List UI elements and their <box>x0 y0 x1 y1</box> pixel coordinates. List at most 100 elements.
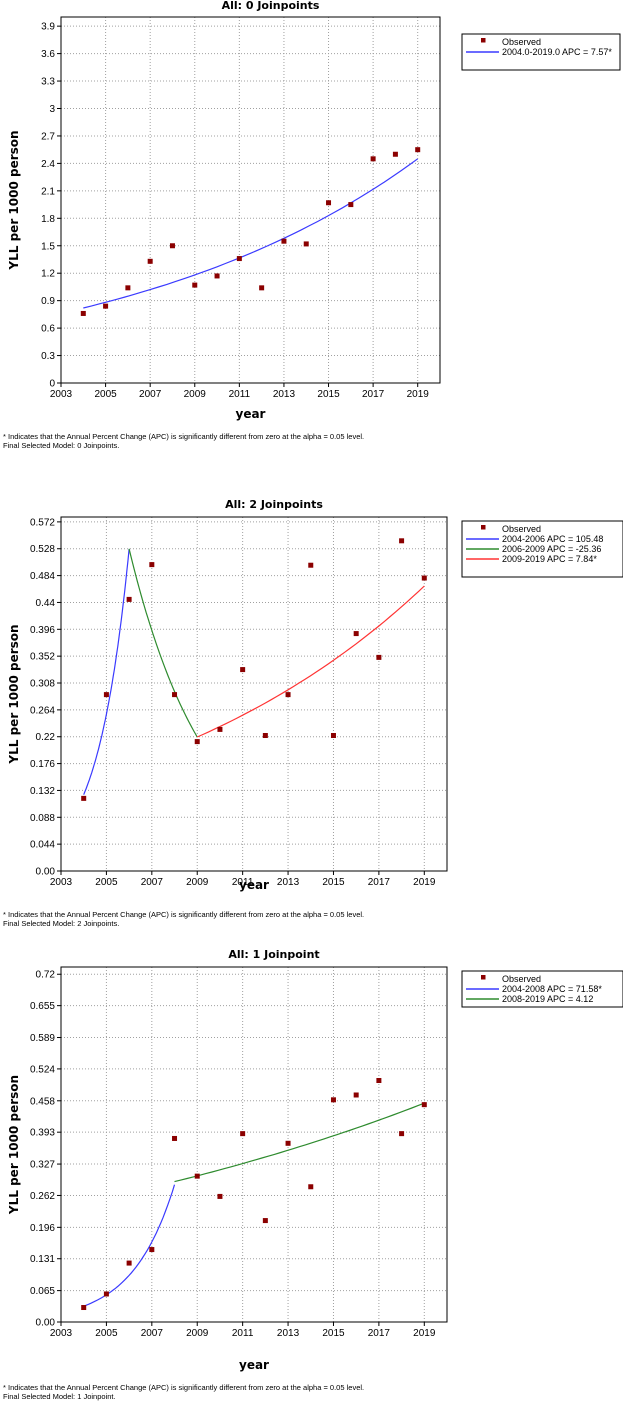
x-tick-label: 2005 <box>95 877 118 888</box>
observed-point <box>103 1291 109 1297</box>
observed-point <box>330 1097 336 1103</box>
legend-observed-label: Observed <box>502 37 541 47</box>
observed-point <box>126 1260 132 1266</box>
observed-point <box>149 1247 155 1253</box>
chart-panel-2-joinpoints: All: 2 Joinpoints 0.00 0.044 0.088 0.132 0.17… <box>0 496 623 956</box>
observed-point <box>217 1193 223 1199</box>
observed-point <box>80 310 86 316</box>
x-tick-label: 2011 <box>229 389 251 400</box>
observed-point <box>103 303 109 309</box>
observed-point <box>376 1078 382 1084</box>
y-tick-label: 0.065 <box>30 1286 55 1297</box>
observed-point <box>192 282 198 288</box>
observed-point <box>262 733 268 739</box>
y-tick-label: 0.00 <box>36 867 56 878</box>
observed-point <box>376 654 382 660</box>
y-axis-label: YLL per 1000 person <box>7 624 21 764</box>
y-tick-label: 1.8 <box>41 214 55 225</box>
y-tick-label: 0.393 <box>30 1128 55 1139</box>
x-tick-label: 2015 <box>317 389 340 400</box>
y-tick-label: 0.44 <box>36 598 56 609</box>
y-tick-label: 3 <box>49 104 55 115</box>
footnote-block: * Indicates that the Annual Percent Chan… <box>3 910 365 928</box>
plot-frame <box>60 966 448 1323</box>
fitted-segment-line <box>128 548 198 738</box>
y-axis-label: YLL per 1000 person <box>7 1075 21 1215</box>
observed-point <box>194 1173 200 1179</box>
fitted-segment-line <box>196 585 425 738</box>
x-tick-label: 2015 <box>322 877 345 888</box>
observed-point <box>240 667 246 673</box>
y-tick-label: 2.1 <box>41 186 55 197</box>
observed-point <box>169 243 175 249</box>
footnote-significance: * Indicates that the Annual Percent Chan… <box>3 910 365 919</box>
footnote-significance: * Indicates that the Annual Percent Chan… <box>3 432 365 441</box>
y-tick-label: 0.458 <box>30 1096 55 1107</box>
observed-point <box>308 1184 314 1190</box>
fitted-segment-line <box>83 548 130 795</box>
y-tick-label: 3.6 <box>41 49 55 60</box>
y-tick-label: 0.264 <box>30 705 55 716</box>
legend-segment-label: 2008-2019 APC = 4.12 <box>502 994 593 1004</box>
y-tick-label: 3.3 <box>41 77 55 88</box>
y-tick-label: 0.044 <box>30 840 55 851</box>
legend-segment-label: 2004.0-2019.0 APC = 7.57* <box>502 47 612 57</box>
observed-point <box>259 285 265 291</box>
x-tick-label: 2019 <box>413 1328 436 1339</box>
observed-point <box>415 147 421 153</box>
legend-observed-label: Observed <box>502 974 541 984</box>
y-tick-label: 0 <box>49 379 55 390</box>
observed-point <box>147 258 153 264</box>
y-tick-label: 1.5 <box>41 241 55 252</box>
observed-point <box>285 692 291 698</box>
x-tick-label: 2003 <box>50 389 73 400</box>
observed-point <box>285 1140 291 1146</box>
legend-observed-label: Observed <box>502 524 541 534</box>
y-tick-label: 0.22 <box>36 732 56 743</box>
observed-point <box>172 1135 178 1141</box>
x-tick-label: 2007 <box>141 877 164 888</box>
y-tick-label: 0.308 <box>30 679 55 690</box>
observed-point <box>348 202 354 208</box>
y-tick-label: 0.176 <box>30 759 55 770</box>
chart-title: All: 1 Joinpoint <box>228 948 319 961</box>
final-model-note: Final Selected Model: 0 Joinpoints. <box>3 440 120 450</box>
plot-frame <box>60 16 441 384</box>
observed-point <box>125 285 131 291</box>
observed-point <box>326 200 332 206</box>
chart-panel-0-joinpoints: All: 0 Joinpoints 0 0.3 0.6 0.9 1.2 1.5 1.8 2.1 2… <box>0 0 623 460</box>
x-axis-label: year <box>236 407 266 421</box>
y-tick-label: 0.262 <box>30 1191 55 1202</box>
observed-point <box>81 795 87 801</box>
fitted-segment-line <box>174 1102 425 1183</box>
chart-0-joinpoints: All: 0 Joinpoints 0 0.3 0.6 0.9 1.2 1.5 1.8 2.1 2… <box>7 0 621 421</box>
plot-frame <box>60 516 448 872</box>
y-tick-label: 0.655 <box>30 1001 55 1012</box>
observed-point <box>399 538 405 544</box>
observed-point <box>214 273 220 279</box>
final-model-note: Final Selected Model: 2 Joinpoints. <box>3 918 120 928</box>
x-tick-label: 2017 <box>368 877 391 888</box>
x-tick-label: 2011 <box>232 877 254 888</box>
chart-1-joinpoint: All: 1 Joinpoint 0.00 0.065 0.131 0.196 0.262… <box>7 948 623 1372</box>
legend-observed-marker <box>481 38 486 43</box>
y-tick-label: 0.196 <box>30 1223 55 1234</box>
legend-segment-label: 2006-2009 APC = -25.36 <box>502 544 601 554</box>
legend-segment-label: 2009-2019 APC = 7.84* <box>502 554 597 564</box>
y-tick-label: 0.6 <box>41 324 55 335</box>
y-tick-label: 3.9 <box>41 22 55 33</box>
x-tick-label: 2013 <box>273 389 296 400</box>
observed-point <box>81 1305 87 1311</box>
footnote-block: * Indicates that the Annual Percent Chan… <box>3 1383 364 1401</box>
observed-point <box>149 562 155 568</box>
observed-point <box>308 562 314 568</box>
x-tick-label: 2005 <box>95 1328 118 1339</box>
observed-point <box>103 692 109 698</box>
chart-2-joinpoints: All: 2 Joinpoints 0.00 0.044 0.088 0.132 0.17… <box>7 498 623 892</box>
observed-point <box>236 256 242 262</box>
observed-point <box>217 726 223 732</box>
x-tick-label: 2019 <box>407 389 430 400</box>
x-tick-label: 2005 <box>94 389 117 400</box>
legend-segment-label: 2004-2008 APC = 71.58* <box>502 984 602 994</box>
